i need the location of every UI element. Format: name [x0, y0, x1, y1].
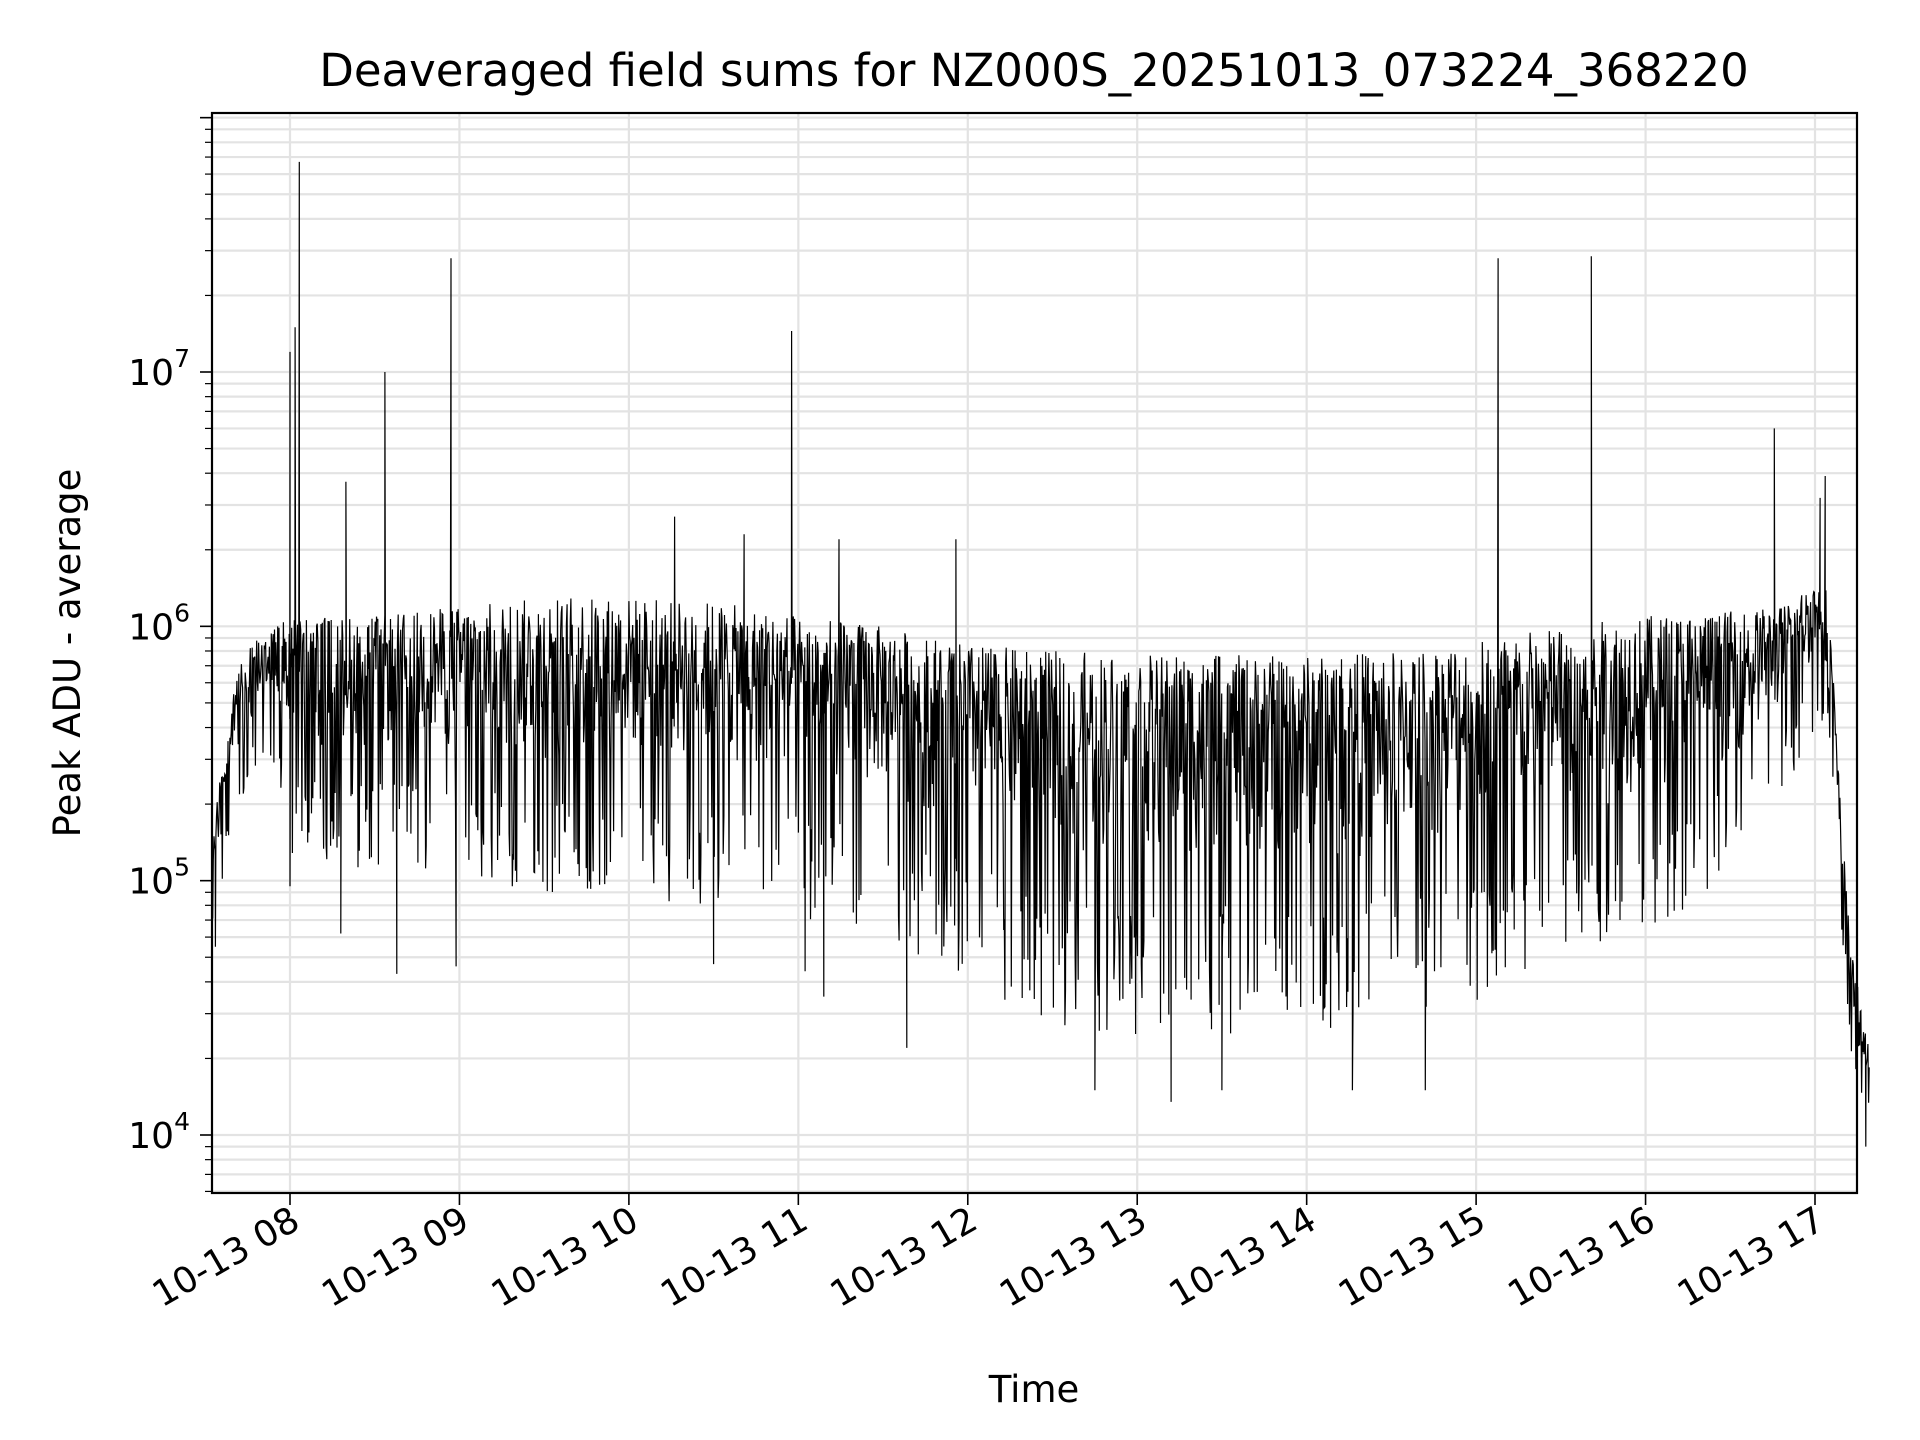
y-axis-label: Peak ADU - average [46, 469, 89, 838]
y-tick-label: 107 [128, 344, 190, 394]
y-tick-label: 105 [128, 853, 190, 903]
x-axis-label: Time [988, 1368, 1080, 1411]
data-series-line [211, 161, 1870, 1147]
chart-title: Deaveraged field sums for NZ000S_2025101… [319, 44, 1749, 97]
axis-ticks [200, 116, 1816, 1205]
series [211, 161, 1870, 1147]
y-tick-label: 106 [128, 598, 190, 648]
plot-frame [210, 111, 1859, 1195]
y-tick-labels: 104 105 106 107 [128, 344, 190, 1157]
y-tick-label: 104 [128, 1107, 190, 1157]
